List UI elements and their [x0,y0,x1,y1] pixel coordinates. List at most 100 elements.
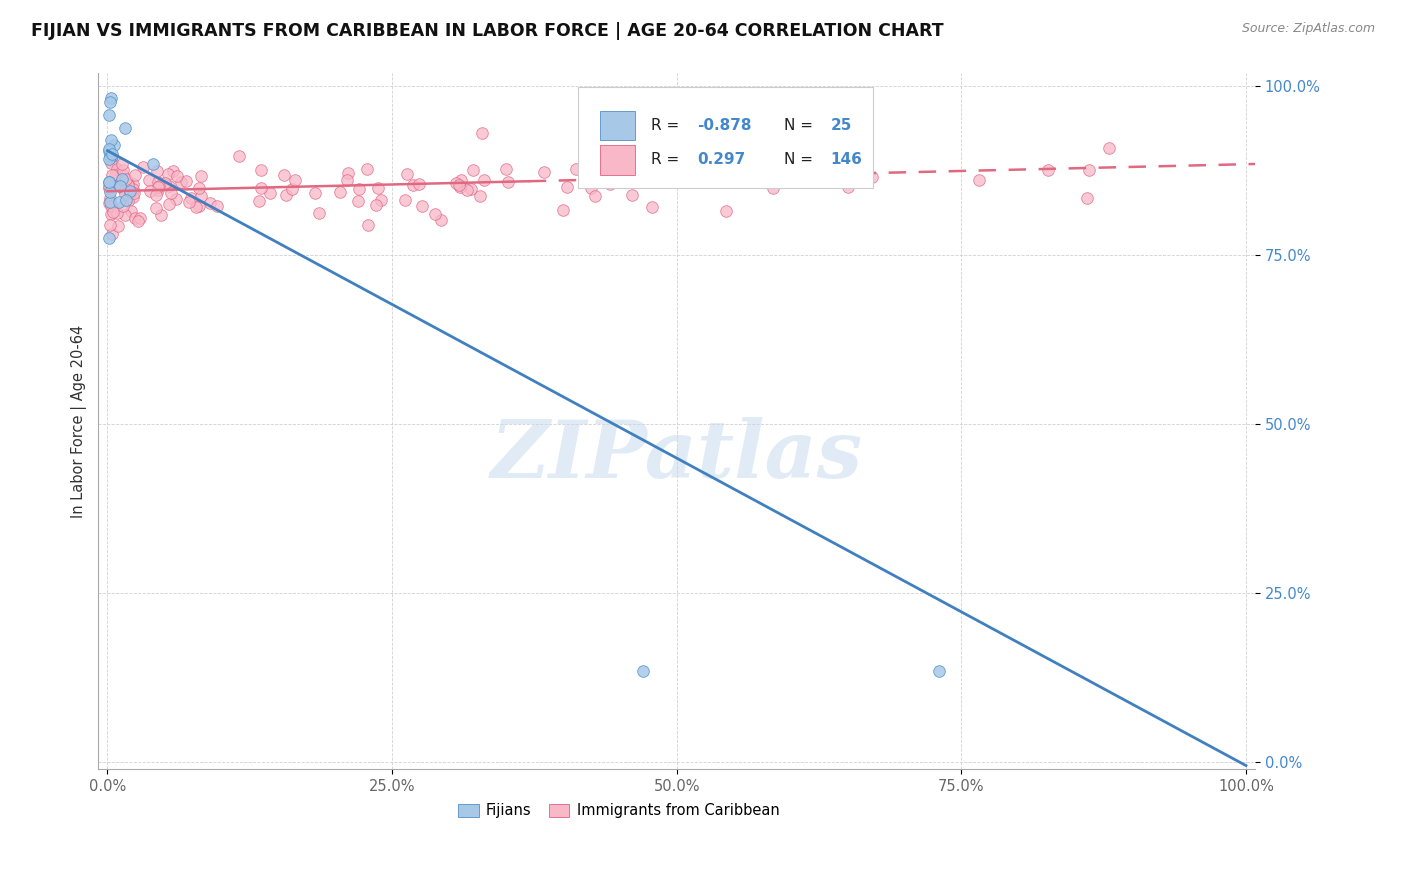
Point [100,195,122,210]
Point [101,168,124,182]
Point [111,180,134,194]
Point [614,169,637,183]
Point [583,189,606,203]
Point [762,180,785,194]
Point [97,196,120,211]
Point [103,168,125,182]
Point [450,173,472,187]
Point [631,664,654,678]
Point [495,162,517,177]
Point [112,168,135,182]
Point [837,180,859,194]
Point [186,200,208,214]
Point [98,95,121,110]
Point [496,175,519,189]
Point [620,164,643,178]
Point [1097,140,1119,154]
Text: FIJIAN VS IMMIGRANTS FROM CARIBBEAN IN LABOR FORCE | AGE 20-64 CORRELATION CHART: FIJIAN VS IMMIGRANTS FROM CARIBBEAN IN L… [31,22,943,40]
Point [396,167,419,181]
Point [98,153,121,167]
Point [145,188,167,202]
Point [111,156,134,170]
Point [250,181,273,195]
Point [247,194,270,209]
Point [146,180,169,194]
Text: 0.297: 0.297 [697,153,745,168]
Point [166,169,188,184]
Point [366,198,388,212]
Point [472,172,495,186]
Point [356,161,378,176]
Point [100,156,122,170]
Point [411,199,433,213]
Point [108,165,131,179]
Text: R =: R = [651,118,685,133]
Point [114,186,136,201]
Point [641,200,664,214]
Point [259,186,281,201]
Point [578,170,600,185]
Point [157,197,180,211]
Point [121,178,143,192]
Point [190,169,212,184]
Point [104,177,127,191]
Point [97,181,120,195]
Point [97,142,120,156]
Point [336,166,359,180]
Text: 25: 25 [831,118,852,133]
Point [347,182,370,196]
Point [139,184,162,198]
Point [101,154,124,169]
Point [115,172,138,186]
Point [731,161,754,175]
Point [129,211,152,225]
Point [460,182,482,196]
Point [564,162,586,177]
Point [101,227,124,242]
Point [188,199,211,213]
Point [104,178,127,193]
Point [157,179,180,194]
Point [104,172,127,186]
Point [1077,163,1099,178]
Point [555,180,578,194]
Point [967,173,990,187]
Point [122,182,145,196]
Point [367,181,389,195]
Point [98,230,121,244]
Point [155,176,177,190]
Legend: Fijians, Immigrants from Caribbean: Fijians, Immigrants from Caribbean [453,797,786,824]
Point [111,172,134,186]
FancyBboxPatch shape [578,87,873,188]
Point [114,121,136,136]
Point [97,145,120,159]
Point [430,213,453,227]
Point [120,184,142,198]
Point [120,204,142,219]
Point [370,193,392,207]
Point [841,161,863,176]
Point [122,190,145,204]
Point [284,173,307,187]
Point [394,193,416,207]
Point [149,208,172,222]
Point [276,187,298,202]
Point [107,219,129,233]
Point [105,161,128,176]
Point [165,192,187,206]
Point [449,179,471,194]
Point [100,147,122,161]
Point [148,179,170,194]
Point [533,165,555,179]
Text: 146: 146 [831,153,862,168]
Point [468,189,491,203]
Point [122,186,145,200]
Point [162,164,184,178]
Point [281,182,304,196]
Point [108,194,131,209]
Point [620,188,643,202]
Point [273,168,295,182]
Point [100,207,122,221]
Point [444,176,467,190]
Point [103,137,125,152]
